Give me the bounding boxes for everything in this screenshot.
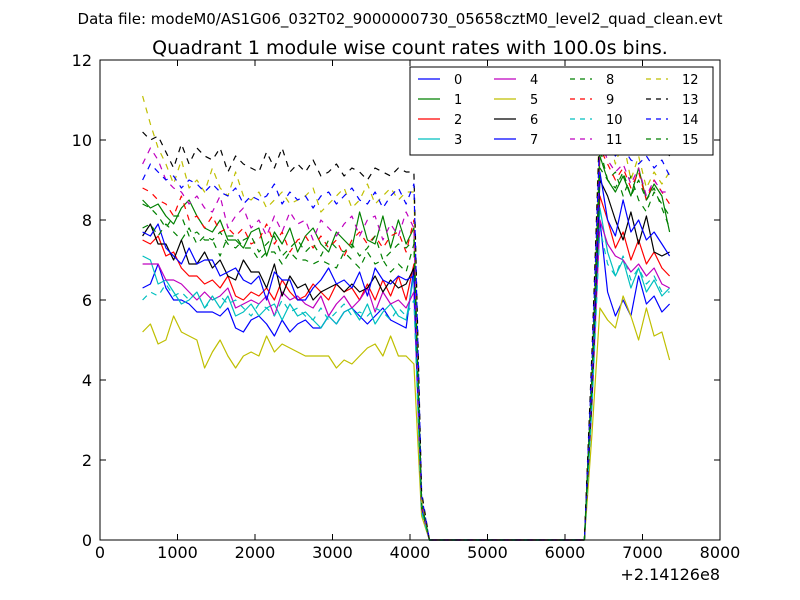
- figure-suptitle: Data file: modeM0/AS1G06_032T02_90000007…: [78, 10, 723, 29]
- series-line-9: [142, 147, 671, 541]
- x-tick-label: 3000: [312, 543, 353, 562]
- legend-label-6: 6: [530, 113, 538, 128]
- y-tick-label: 12: [72, 51, 92, 70]
- legend-box: [409, 66, 714, 156]
- x-offset-label: +2.14126e8: [620, 565, 720, 584]
- legend-label-2: 2: [454, 113, 462, 128]
- chart-title: Quadrant 1 module wise count rates with …: [152, 37, 668, 59]
- legend-label-0: 0: [454, 73, 462, 88]
- x-tick-label: 5000: [467, 543, 508, 562]
- legend-label-8: 8: [606, 73, 614, 88]
- x-tick-label: 1000: [157, 543, 198, 562]
- plot-frame: [99, 59, 721, 541]
- x-tick-label: 6000: [545, 543, 586, 562]
- x-tick-label: 8000: [700, 543, 741, 562]
- legend-label-13: 13: [682, 93, 699, 108]
- y-tick-label: 8: [82, 211, 92, 230]
- y-tick-label: 4: [82, 371, 92, 390]
- axis-ticks: 0 1000 2000 3000 4000 5000 6000 7000 80000246810…: [72, 51, 741, 562]
- legend-label-10: 10: [606, 113, 623, 128]
- legend-label-14: 14: [682, 113, 699, 128]
- y-tick-label: 10: [72, 131, 92, 150]
- y-tick-label: 0: [82, 531, 92, 550]
- legend-label-15: 15: [682, 133, 699, 148]
- x-tick-label: 7000: [622, 543, 663, 562]
- x-tick-label: 0: [95, 543, 105, 562]
- legend-label-7: 7: [530, 133, 538, 148]
- legend-label-5: 5: [530, 93, 538, 108]
- y-tick-label: 6: [82, 291, 92, 310]
- legend-label-4: 4: [530, 73, 538, 88]
- x-tick-label: 2000: [235, 543, 276, 562]
- series-line-8: [142, 147, 671, 541]
- legend-label-9: 9: [606, 93, 614, 108]
- legend-label-1: 1: [454, 93, 462, 108]
- legend-label-12: 12: [682, 73, 699, 88]
- x-tick-label: 4000: [390, 543, 431, 562]
- legend-label-11: 11: [606, 133, 623, 148]
- series-line-15: [142, 167, 671, 541]
- series-line-14: [142, 131, 671, 541]
- y-tick-label: 2: [82, 451, 92, 470]
- legend-label-3: 3: [454, 133, 462, 148]
